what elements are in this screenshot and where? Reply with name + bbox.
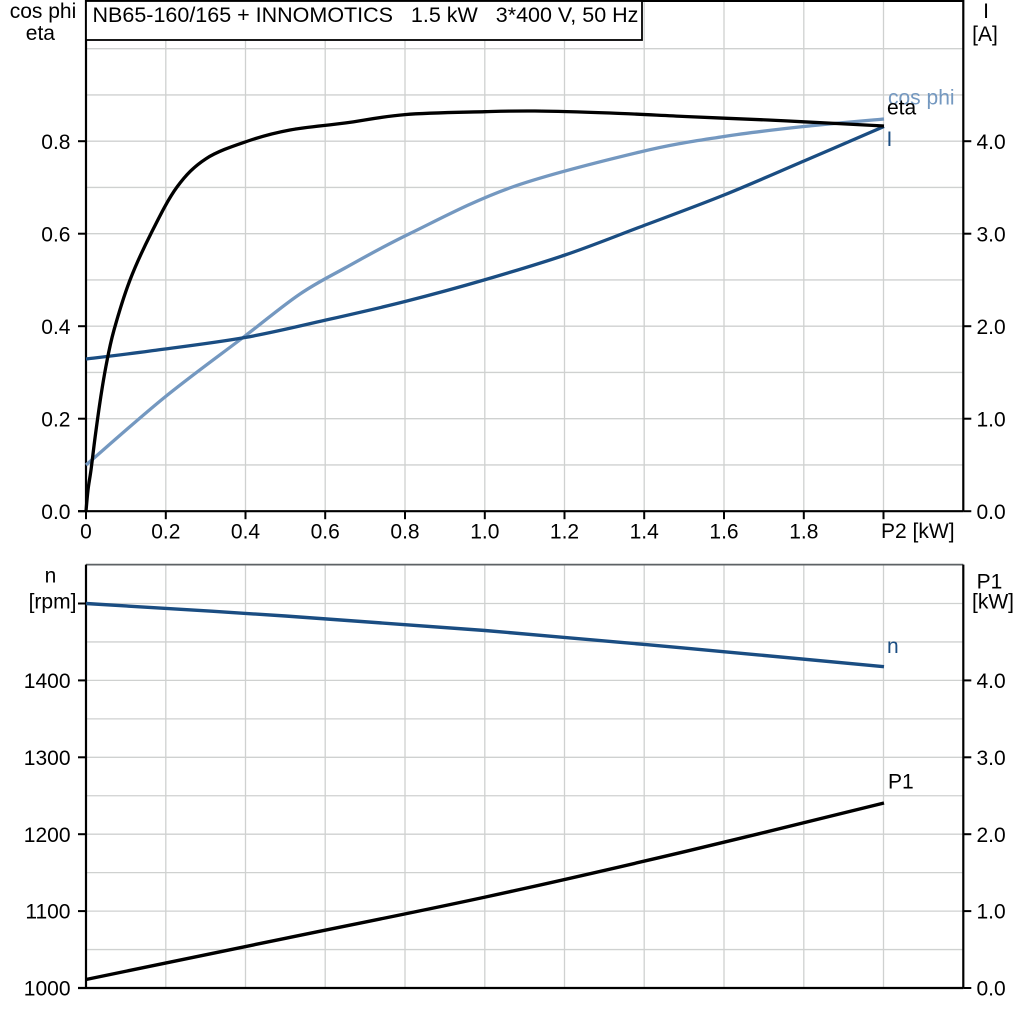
svg-text:0.4: 0.4 (231, 521, 261, 544)
svg-text:4.0: 4.0 (977, 131, 1006, 154)
svg-text:1.0: 1.0 (977, 901, 1006, 924)
svg-text:0.4: 0.4 (41, 316, 71, 339)
svg-text:P2 [kW]: P2 [kW] (881, 520, 955, 543)
svg-text:1.0: 1.0 (470, 521, 499, 544)
svg-text:P1: P1 (977, 571, 1003, 594)
svg-text:2.0: 2.0 (977, 824, 1006, 847)
svg-text:1300: 1300 (24, 747, 71, 770)
svg-text:1.2: 1.2 (550, 521, 579, 544)
svg-text:1000: 1000 (24, 978, 71, 1001)
svg-text:0.6: 0.6 (41, 223, 70, 246)
svg-text:cos phi: cos phi (888, 87, 955, 110)
svg-text:0: 0 (80, 521, 92, 544)
svg-text:0.0: 0.0 (41, 501, 70, 524)
svg-text:[A]: [A] (972, 23, 998, 46)
svg-text:I: I (983, 0, 989, 23)
svg-text:[kW]: [kW] (972, 590, 1014, 613)
svg-text:1.0: 1.0 (977, 408, 1006, 431)
svg-text:1200: 1200 (24, 824, 71, 847)
svg-text:n: n (887, 635, 899, 658)
svg-text:eta: eta (26, 22, 56, 45)
svg-text:n: n (45, 564, 57, 587)
svg-text:1.6: 1.6 (709, 521, 738, 544)
svg-text:1.8: 1.8 (789, 521, 818, 544)
svg-text:P1: P1 (888, 770, 914, 793)
svg-text:eta: eta (887, 96, 917, 119)
svg-text:0.8: 0.8 (390, 521, 419, 544)
svg-text:4.0: 4.0 (977, 670, 1006, 693)
svg-text:[rpm]: [rpm] (29, 590, 77, 613)
svg-text:3.0: 3.0 (977, 223, 1006, 246)
svg-text:0.2: 0.2 (41, 408, 70, 431)
svg-text:0.0: 0.0 (977, 501, 1006, 524)
svg-text:0.6: 0.6 (311, 521, 340, 544)
svg-text:1.4: 1.4 (630, 521, 660, 544)
svg-text:1100: 1100 (25, 901, 70, 924)
svg-text:3.0: 3.0 (977, 747, 1006, 770)
svg-text:1400: 1400 (24, 670, 71, 693)
svg-text:0.2: 0.2 (151, 521, 180, 544)
svg-text:I: I (887, 128, 893, 151)
svg-text:NB65-160/165 + INNOMOTICS 1.: NB65-160/165 + INNOMOTICS 1.5 kW 3*400 V… (93, 3, 639, 27)
svg-text:0.0: 0.0 (977, 978, 1006, 1001)
svg-text:2.0: 2.0 (977, 316, 1006, 339)
svg-text:cos phi: cos phi (10, 0, 77, 23)
svg-text:0.8: 0.8 (41, 131, 70, 154)
